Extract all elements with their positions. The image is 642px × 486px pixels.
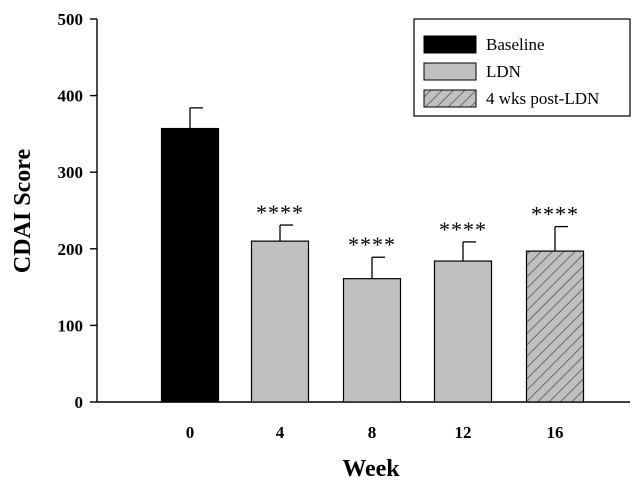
- legend-label: LDN: [486, 62, 521, 81]
- significance-label: ****: [531, 202, 579, 227]
- x-tick-label: 8: [368, 423, 377, 442]
- x-tick-label: 16: [547, 423, 564, 442]
- x-axis: 0 4 8 12 16: [97, 401, 630, 442]
- x-axis-title: Week: [342, 456, 400, 482]
- y-axis: 0 100 200 300 400 500: [58, 10, 98, 412]
- y-tick-label: 100: [58, 316, 84, 335]
- x-tick-label: 4: [276, 423, 285, 442]
- legend-swatch: [423, 62, 477, 81]
- legend-swatch: [423, 35, 477, 54]
- significance-label: ****: [256, 200, 304, 225]
- bar: [342, 278, 402, 403]
- legend-items: Baseline LDN 4 wks post-LDN: [423, 35, 599, 108]
- y-ticks: 0 100 200 300 400 500: [58, 10, 97, 412]
- legend-swatch: [423, 89, 477, 108]
- legend-label: Baseline: [486, 35, 545, 54]
- significance-labels: **** **** **** ****: [256, 200, 579, 257]
- y-axis-title: CDAI Score: [10, 149, 36, 274]
- bar: [160, 127, 220, 403]
- x-tick-label: 0: [186, 423, 195, 442]
- bar: [525, 250, 585, 403]
- y-tick-label: 0: [75, 393, 84, 412]
- bar: [433, 260, 493, 403]
- significance-label: ****: [348, 232, 396, 257]
- bar: [250, 240, 310, 403]
- x-tick-label: 12: [455, 423, 472, 442]
- y-tick-label: 300: [58, 163, 84, 182]
- error-bars: [189, 107, 568, 279]
- bars: [160, 127, 585, 403]
- legend: Baseline LDN 4 wks post-LDN: [413, 18, 631, 117]
- legend-label: 4 wks post-LDN: [486, 89, 599, 108]
- y-tick-label: 200: [58, 240, 84, 259]
- x-ticks: 0 4 8 12 16: [186, 423, 564, 442]
- y-tick-label: 500: [58, 10, 84, 29]
- significance-label: ****: [439, 217, 487, 242]
- y-tick-label: 400: [58, 87, 84, 106]
